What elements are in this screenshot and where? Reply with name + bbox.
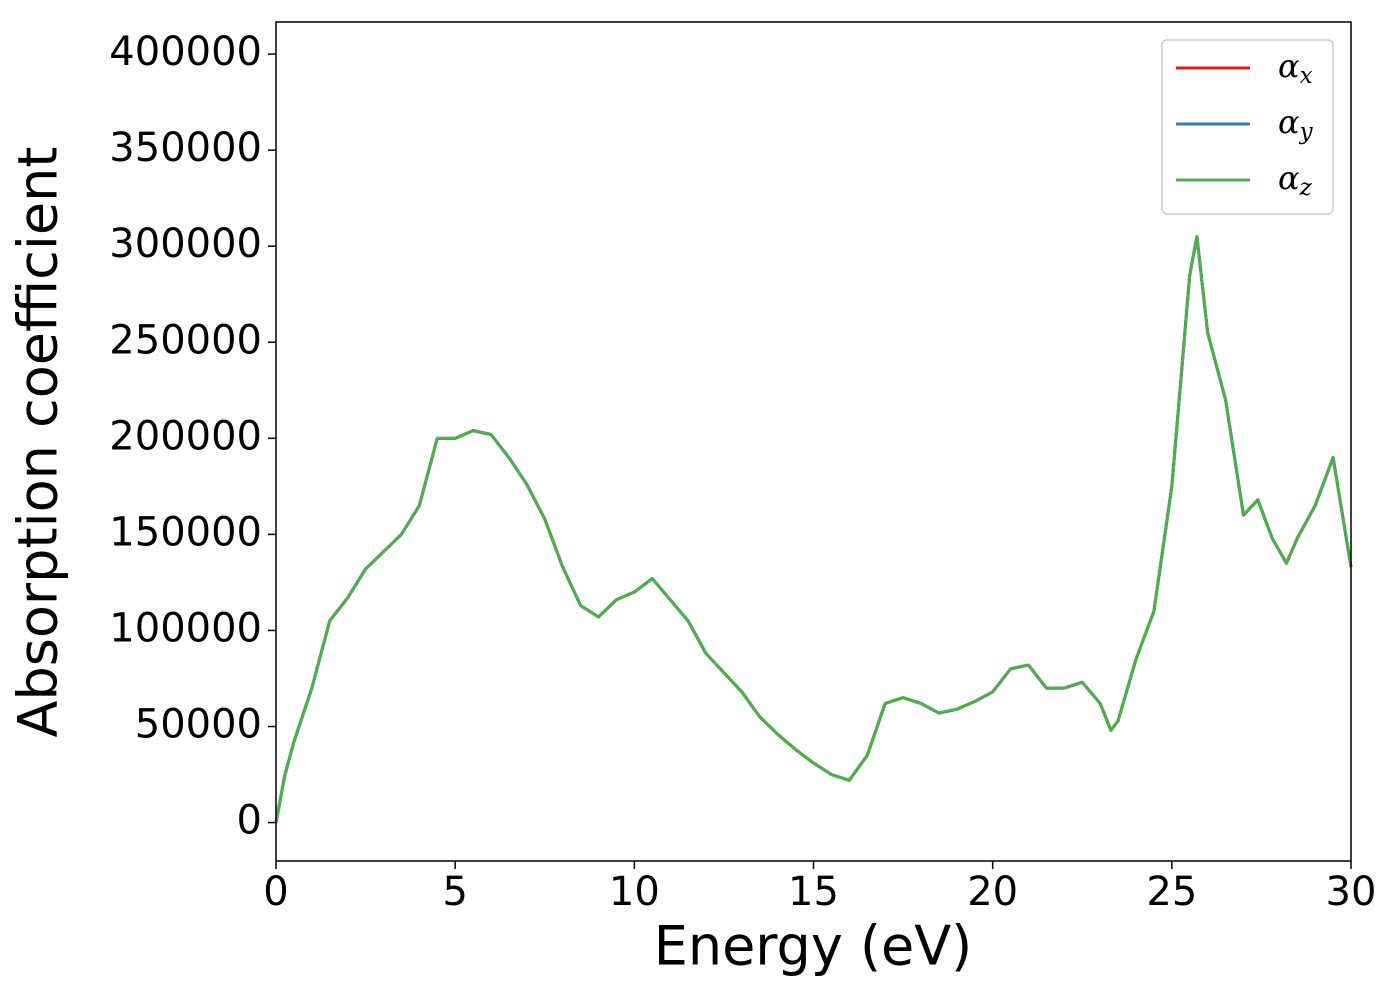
- legend-label: αx: [1278, 47, 1313, 90]
- plot-frame: [275, 21, 1352, 862]
- y-tick-label: 150000: [109, 509, 262, 555]
- series-line: [274, 235, 1353, 823]
- x-tick-label: 5: [442, 869, 467, 915]
- y-tick-label: 300000: [109, 221, 262, 267]
- x-tick-label: 30: [1326, 869, 1377, 915]
- series-line: [274, 235, 1353, 823]
- y-tick-label: 250000: [109, 317, 262, 363]
- x-tick-label: 15: [788, 869, 839, 915]
- series-line: [274, 235, 1353, 823]
- legend-label: αy: [1278, 103, 1314, 146]
- legend-box: [1161, 39, 1334, 215]
- y-tick-label: 200000: [109, 413, 262, 459]
- y-tick-label: 100000: [109, 605, 262, 651]
- y-tick-label: 0: [237, 798, 262, 844]
- x-tick-label: 25: [1146, 869, 1197, 915]
- y-tick-label: 50000: [135, 702, 262, 748]
- y-axis-label: Absorption coefficient: [7, 147, 70, 738]
- x-axis-label: Energy (eV): [654, 915, 973, 978]
- y-tick-label: 350000: [109, 125, 262, 171]
- x-tick-label: 0: [263, 869, 288, 915]
- legend: αx αy αz: [1161, 39, 1334, 215]
- x-tick-label: 10: [609, 869, 660, 915]
- x-tick-label: 20: [967, 869, 1018, 915]
- legend-label: αz: [1278, 159, 1313, 202]
- y-tick-label: 400000: [109, 29, 262, 75]
